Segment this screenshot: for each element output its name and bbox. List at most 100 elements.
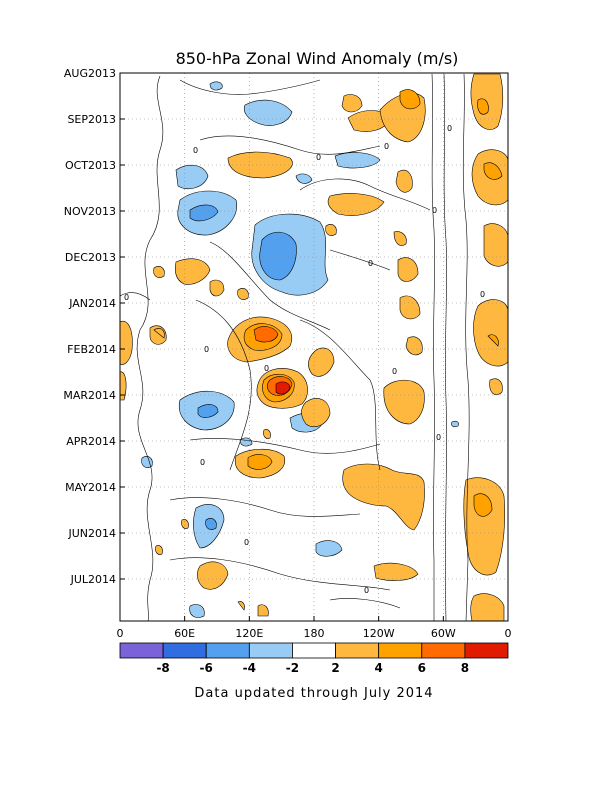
y-tick-label: OCT2013 [65,159,116,172]
contour-label: 0 [364,586,369,595]
contour-label: 0 [193,146,198,155]
contour-label: 0 [447,124,452,133]
colorbar-swatch [421,642,466,659]
zero-contours [120,73,470,621]
x-tick-label: 0 [117,627,124,640]
positive-core [477,98,489,115]
x-tick-label: 0 [505,627,512,640]
y-tick-label: AUG2013 [64,67,116,80]
negative-region [451,420,459,428]
positive-region [237,601,245,611]
contour-label: 0 [480,290,485,299]
y-tick-label: DEC2013 [65,251,116,264]
colorbar-label: -6 [200,661,213,675]
contour-label: 0 [204,345,209,354]
gridlines [120,73,508,621]
negative-core [189,204,219,222]
y-axis: AUG2013 SEP2013 OCT2013 NOV2013 DEC2013 JAN20… [63,67,125,586]
positive-region [257,604,269,617]
colorbar-label: 2 [331,661,339,675]
colorbar-swatch [162,642,207,659]
positive-core [483,162,503,180]
peak-positive-core [275,381,291,395]
positive-region [399,295,421,320]
positive-region [209,279,225,297]
positive-region [463,477,506,576]
negative-core [205,518,217,530]
negative-region [239,437,253,447]
colorbar-label: 6 [418,661,426,675]
chart-title: 850-hPa Zonal Wind Anomaly (m/s) [176,49,459,68]
positive-core [473,493,493,517]
peak-core [275,381,291,395]
contour-label: 0 [392,367,397,376]
positive-region [395,169,413,193]
positive-region [342,463,425,531]
positive-region [483,223,508,267]
contour-label: 0 [200,458,205,467]
positive-region [325,224,337,236]
negative-region [189,604,205,618]
positive-core [247,454,273,470]
y-tick-label: JAN2014 [68,297,116,310]
colorbar-swatch [205,642,250,659]
positive-region [263,429,271,439]
contour-label: 0 [436,433,441,442]
x-tick-label: 120W [363,627,395,640]
positive-region [383,379,425,425]
positive-region [308,347,335,377]
y-tick-label: SEP2013 [67,113,116,126]
positive-region [393,231,407,246]
contour-label: 0 [264,364,269,373]
negative-region [295,173,313,184]
negative-core [259,231,297,281]
plot-area: 0 0 0 0 0 0 0 0 0 0 0 0 0 0 0 [120,73,508,621]
positive-anomaly-regions [120,73,508,621]
colorbar-label: -4 [243,661,256,675]
x-tick-label: 60W [431,627,456,640]
positive-region [120,371,127,401]
x-tick-label: 120E [235,627,263,640]
contour-label: 0 [368,259,373,268]
positive-region [197,561,229,590]
contour-label: 0 [244,538,249,547]
positive-region [153,266,165,278]
contour-label: 0 [432,206,437,215]
positive-region [405,336,423,356]
positive-region [181,519,189,529]
positive-core [487,334,499,347]
y-tick-label: FEB2014 [67,343,116,356]
y-tick-label: APR2014 [66,435,116,448]
colorbar-swatch [464,642,509,659]
y-tick-label: JUN2014 [67,527,116,540]
positive-core [399,89,421,110]
x-tick-label: 60E [174,627,195,640]
positive-region [327,193,385,216]
positive-region [301,398,331,427]
negative-region [315,540,343,557]
x-axis: 0 60E 120E 180 120W 60W 0 [117,616,512,640]
contour-label: 0 [384,142,389,151]
negative-core [197,404,219,418]
colorbar-swatch [119,642,164,659]
x-tick-label: 180 [304,627,325,640]
positive-region [237,288,249,300]
negative-region [141,456,153,468]
positive-region [155,545,163,555]
colorbar-label: -2 [286,661,299,675]
colorbar-label: -8 [156,661,169,675]
positive-region [120,320,133,365]
positive-region [174,258,211,285]
colorbar-swatch [378,642,423,659]
positive-region [341,94,363,113]
negative-anomaly-cores [189,204,297,530]
colorbar-label: 8 [461,661,469,675]
colorbar-label: 4 [374,661,382,675]
positive-region [489,378,503,395]
colorbar-swatch [292,642,336,659]
colorbar: -8 -6 -4 -2 2 4 6 8 [119,642,509,675]
y-tick-label: MAY2014 [65,481,116,494]
contour-labels: 0 0 0 0 0 0 0 0 0 0 0 0 0 0 0 [124,124,485,595]
negative-region [334,152,381,169]
contour-label: 0 [124,293,129,302]
